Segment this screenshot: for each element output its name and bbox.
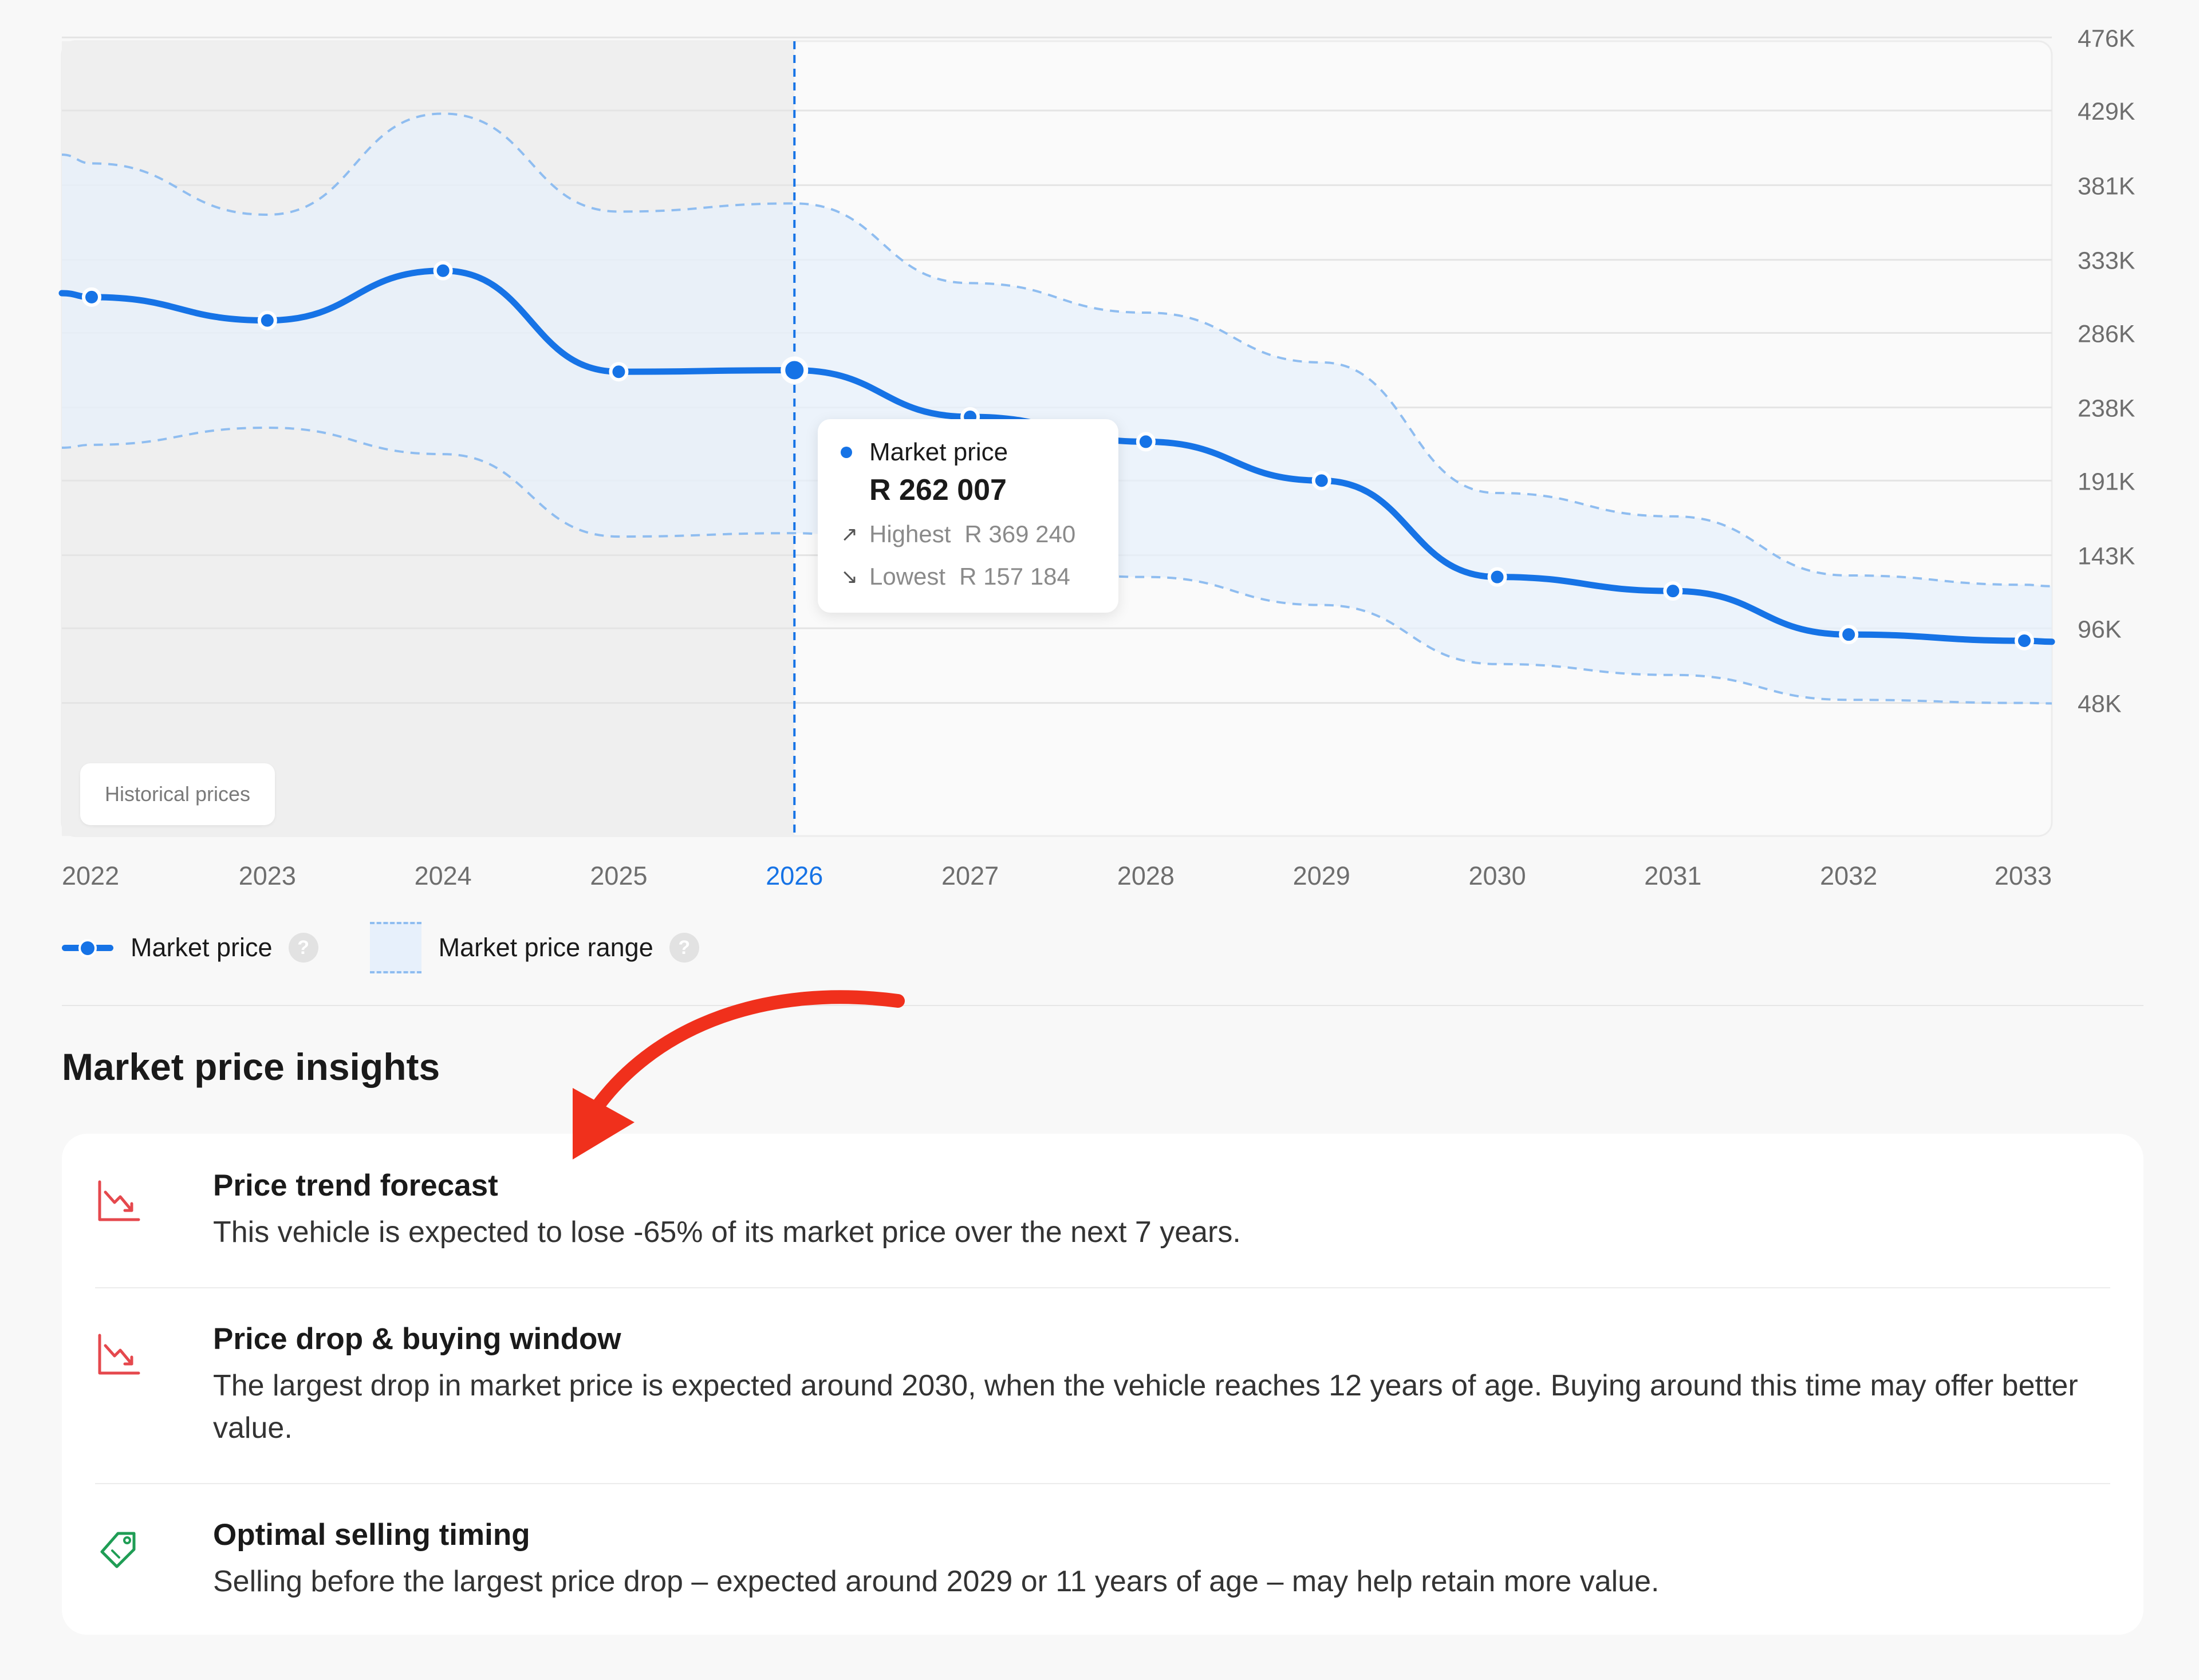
insight-text: The largest drop in market price is expe… bbox=[213, 1369, 2078, 1445]
legend-market-price[interactable]: Market price ? bbox=[62, 933, 318, 963]
tooltip-price: R 262 007 bbox=[869, 474, 1007, 507]
arrow-down-right-icon: ↘ bbox=[841, 565, 858, 588]
y-tick-label: 429K bbox=[2078, 98, 2135, 125]
insights-title: Market price insights bbox=[62, 1046, 440, 1088]
insight-item: Price drop & buying window The largest d… bbox=[95, 1287, 2110, 1483]
x-tick-label[interactable]: 2032 bbox=[1820, 861, 1877, 890]
y-tick-label: 143K bbox=[2078, 543, 2135, 570]
x-tick-label[interactable]: 2030 bbox=[1468, 861, 1526, 890]
y-tick-label: 333K bbox=[2078, 247, 2135, 275]
insight-title: Price trend forecast bbox=[213, 1169, 498, 1202]
section-divider bbox=[62, 1005, 2143, 1006]
legend-market-price-range-label: Market price range bbox=[438, 933, 653, 962]
trend-down-icon bbox=[98, 1180, 140, 1221]
legend-market-price-label: Market price bbox=[131, 933, 273, 962]
x-tick-label[interactable]: 2029 bbox=[1293, 861, 1350, 890]
tooltip-lowest-label: Lowest bbox=[869, 563, 946, 590]
data-point[interactable] bbox=[82, 287, 101, 307]
y-tick-label: 381K bbox=[2078, 172, 2135, 200]
x-tick-label[interactable]: 2027 bbox=[941, 861, 999, 890]
x-tick-label[interactable]: 2031 bbox=[1644, 861, 1701, 890]
data-point[interactable] bbox=[1839, 625, 1859, 645]
data-point[interactable] bbox=[1663, 581, 1683, 601]
tooltip-series-dot bbox=[841, 447, 852, 458]
insights-card: Price trend forecast This vehicle is exp… bbox=[62, 1134, 2143, 1635]
data-point[interactable] bbox=[433, 261, 453, 281]
insight-text: This vehicle is expected to lose -65% of… bbox=[213, 1216, 1241, 1249]
trend-down-icon bbox=[98, 1334, 140, 1375]
market-price-range-lower bbox=[61, 426, 2052, 705]
y-tick-label: 48K bbox=[2078, 691, 2122, 718]
x-tick-label[interactable]: 2028 bbox=[1117, 861, 1175, 890]
x-tick-label[interactable]: 2033 bbox=[1995, 861, 2052, 890]
legend-market-price-range[interactable]: Market price range ? bbox=[369, 922, 699, 973]
tooltip-lowest-value: R 157 184 bbox=[959, 563, 1070, 590]
x-tick-label[interactable]: 2026 bbox=[766, 861, 823, 890]
market-price-range-band bbox=[62, 113, 2052, 704]
insight-title: Optimal selling timing bbox=[213, 1518, 530, 1552]
market-price-swatch bbox=[62, 938, 113, 957]
x-tick-label[interactable]: 2025 bbox=[590, 861, 647, 890]
data-point[interactable] bbox=[1136, 432, 1156, 452]
insight-item: Optimal selling timing Selling before th… bbox=[95, 1483, 2110, 1635]
tooltip-highest-label: Highest bbox=[869, 520, 951, 547]
x-tick-label[interactable]: 2024 bbox=[415, 861, 472, 890]
chart-tooltip: Market price R 262 007 ↗ Highest R 369 2… bbox=[818, 419, 1118, 613]
arrow-up-right-icon: ↗ bbox=[841, 522, 858, 546]
tooltip-highest-value: R 369 240 bbox=[964, 520, 1076, 547]
data-point[interactable] bbox=[2015, 631, 2034, 651]
insight-text: Selling before the largest price drop – … bbox=[213, 1565, 1660, 1598]
help-icon[interactable]: ? bbox=[288, 933, 318, 963]
y-tick-label: 286K bbox=[2078, 320, 2135, 348]
y-tick-label: 96K bbox=[2078, 616, 2122, 643]
insight-title: Price drop & buying window bbox=[213, 1322, 621, 1356]
y-tick-label: 476K bbox=[2078, 25, 2135, 52]
data-point[interactable] bbox=[257, 310, 277, 330]
y-tick-label: 238K bbox=[2078, 395, 2135, 423]
data-point[interactable] bbox=[1311, 471, 1331, 491]
insight-item: Price trend forecast This vehicle is exp… bbox=[95, 1134, 2110, 1287]
historical-prices-badge: Historical prices bbox=[80, 763, 275, 825]
selected-data-point[interactable] bbox=[781, 356, 809, 384]
tooltip-title: Market price bbox=[869, 438, 1008, 466]
data-point[interactable] bbox=[1487, 567, 1507, 587]
help-icon[interactable]: ? bbox=[669, 933, 699, 963]
price-tag-icon bbox=[100, 1532, 136, 1568]
x-tick-label[interactable]: 2022 bbox=[62, 861, 119, 890]
market-price-range-swatch bbox=[369, 922, 421, 973]
x-tick-label[interactable]: 2023 bbox=[239, 861, 296, 890]
insight-divider bbox=[95, 1287, 2110, 1288]
data-point[interactable] bbox=[609, 362, 629, 382]
y-tick-label: 191K bbox=[2078, 468, 2135, 495]
chart-legend: Market price ? Market price range ? bbox=[62, 922, 751, 973]
insight-divider bbox=[95, 1483, 2110, 1484]
